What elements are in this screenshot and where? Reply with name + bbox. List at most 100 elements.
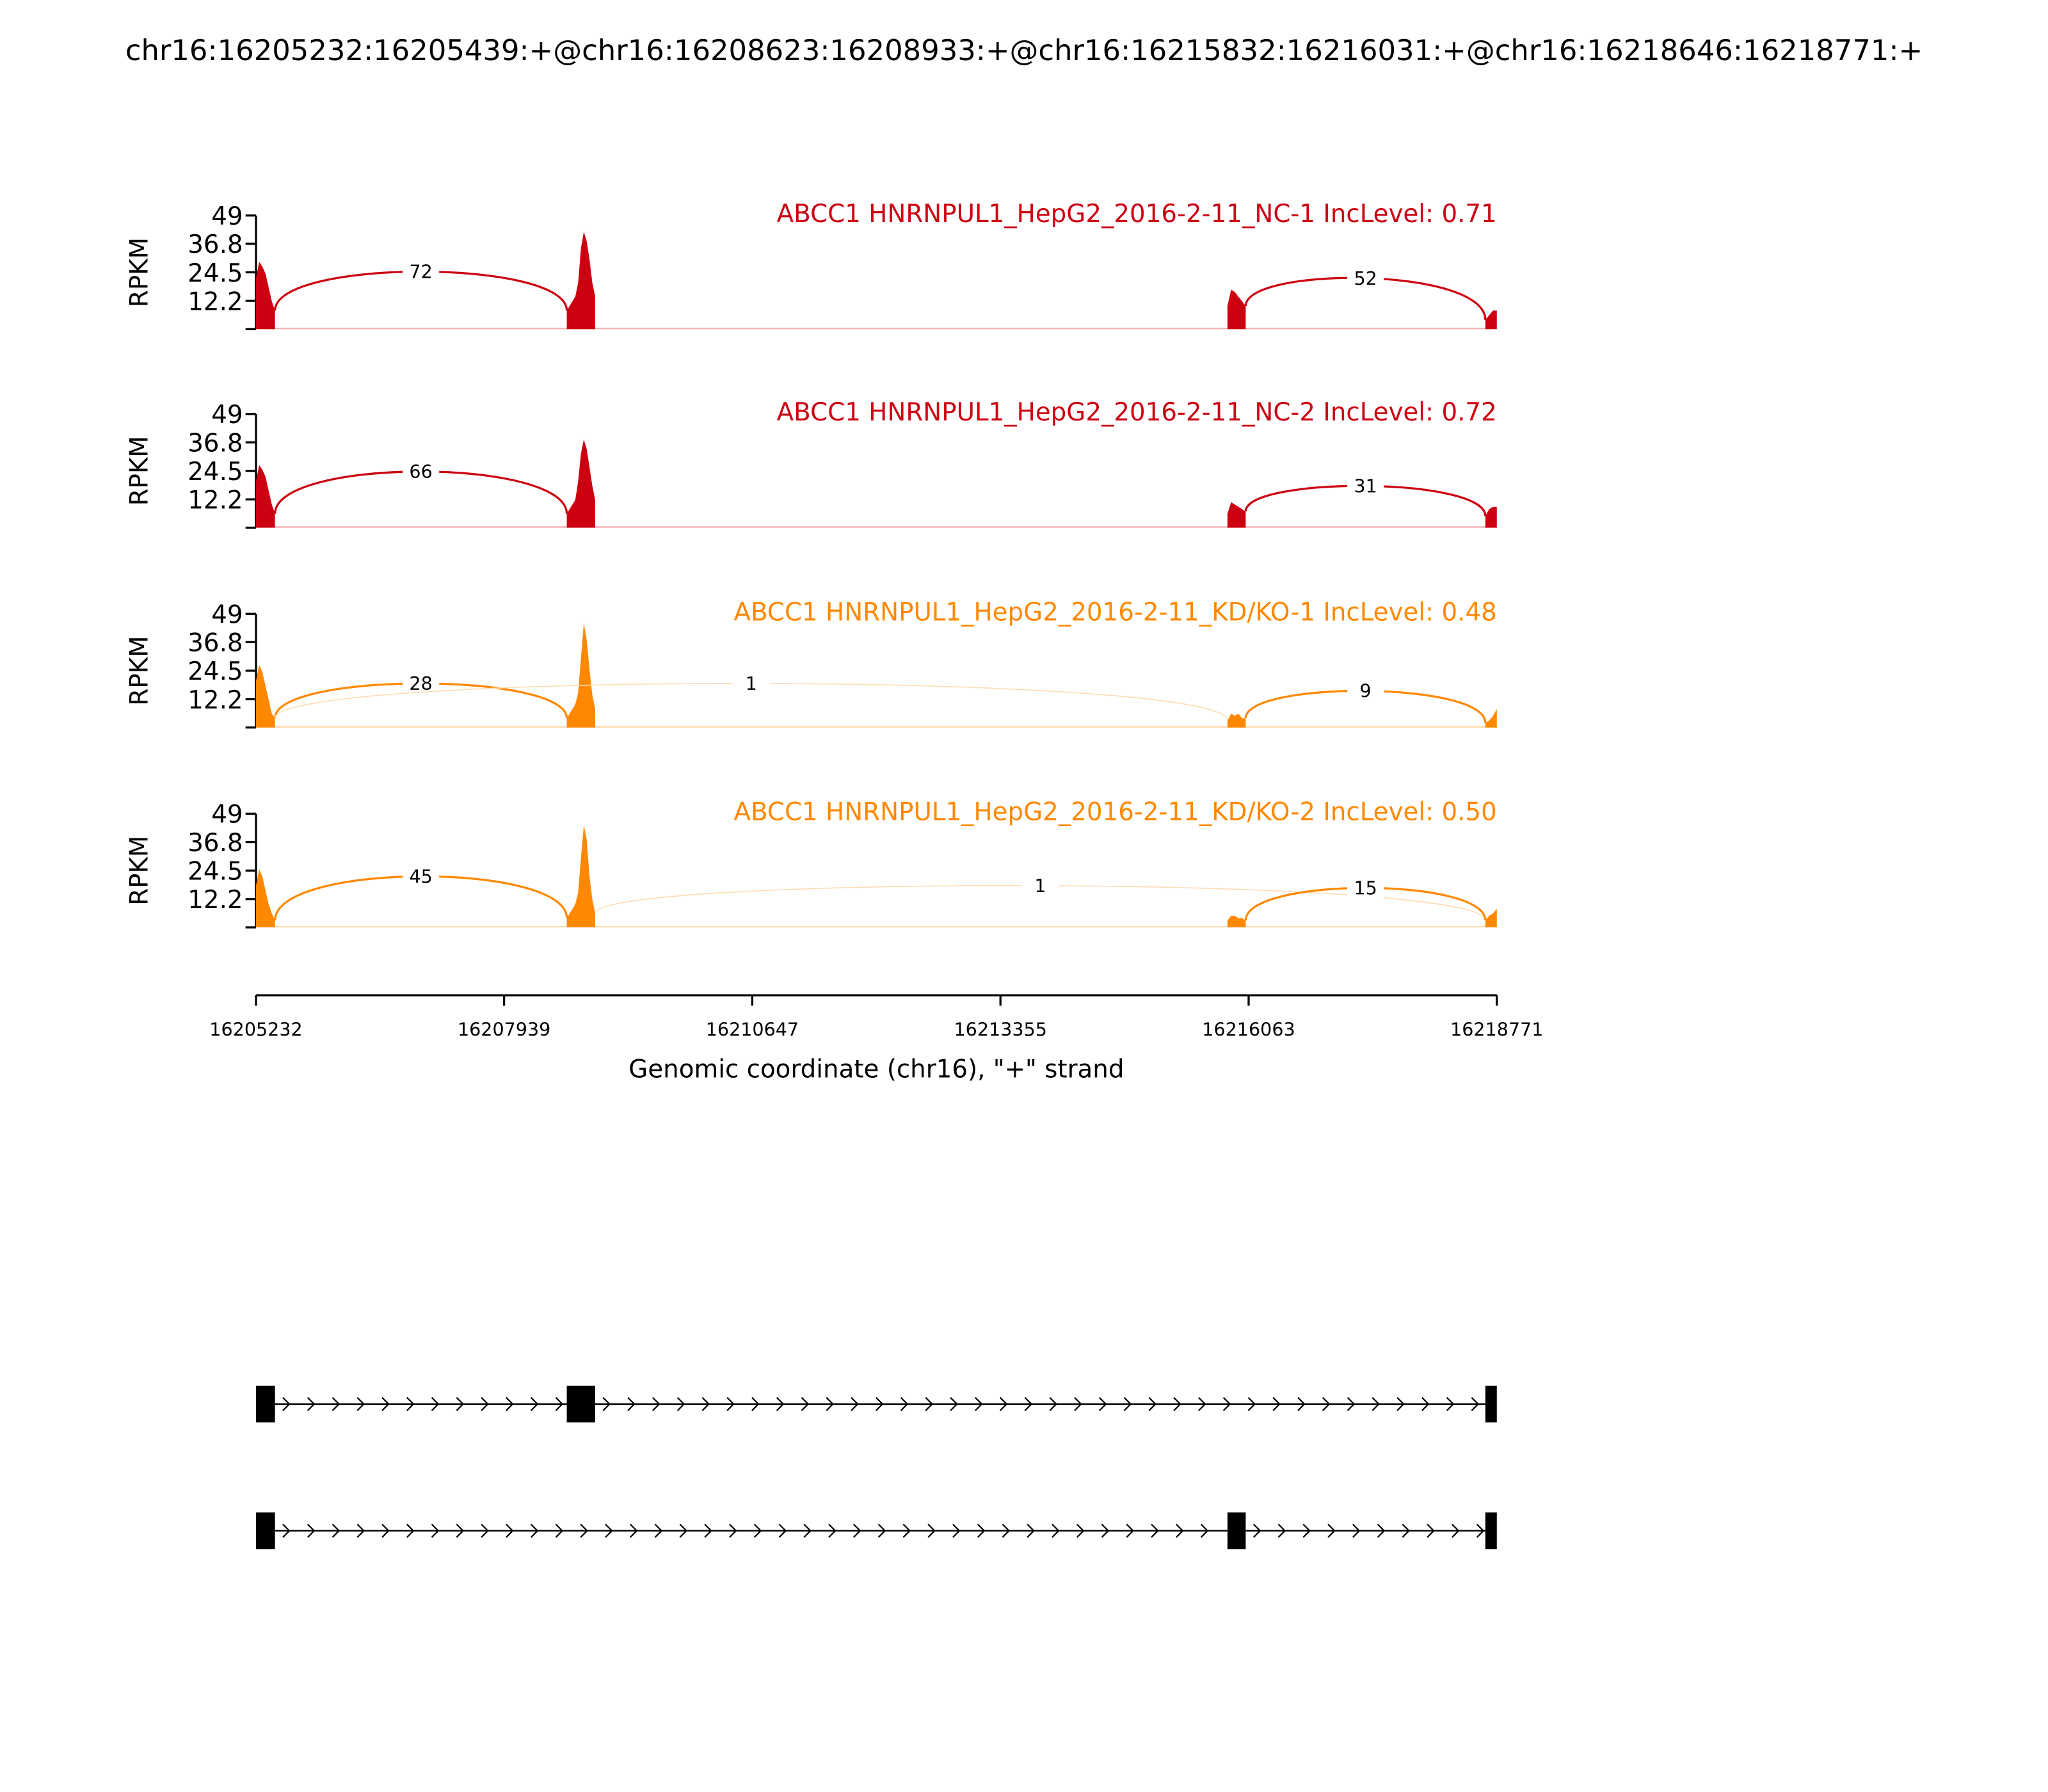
strand-arrow-icon	[431, 1396, 440, 1411]
strand-arrow-icon	[701, 1396, 710, 1411]
junction-label-bg	[403, 460, 440, 484]
coverage-area	[1485, 506, 1497, 528]
strand-arrow-icon	[729, 1523, 737, 1538]
gene-models	[256, 1386, 1497, 1549]
strand-arrow-icon	[1372, 1396, 1380, 1411]
y-tick-label: 12.2	[188, 886, 243, 915]
strand-arrow-icon	[1297, 1396, 1306, 1411]
y-tick-label: 36.8	[188, 629, 243, 658]
sample-label: ABCC1 HNRNPUL1_HepG2_2016-2-11_NC-2 IncL…	[777, 398, 1497, 427]
strand-arrow-icon	[1076, 1523, 1085, 1538]
y-tick-label: 24.5	[188, 259, 243, 288]
exon-block	[566, 1386, 595, 1423]
strand-arrow-icon	[356, 1396, 365, 1411]
strand-arrow-icon	[1074, 1396, 1082, 1411]
y-axis-label: RPKM	[125, 636, 154, 705]
strand-arrow-icon	[652, 1396, 660, 1411]
strand-arrow-icon	[1446, 1396, 1455, 1411]
exon-block	[1485, 1512, 1497, 1549]
isoform-track	[256, 1512, 1497, 1549]
strand-arrow-icon	[1176, 1523, 1184, 1538]
junction-count: 9	[1360, 680, 1372, 702]
x-tick-label: 16205232	[209, 1018, 302, 1040]
strand-arrow-icon	[1101, 1523, 1110, 1538]
y-tick-label: 24.5	[188, 458, 243, 486]
coverage-area	[1485, 908, 1497, 927]
strand-arrow-icon	[530, 1523, 539, 1538]
coverage-area	[1485, 310, 1497, 330]
strand-arrow-icon	[1322, 1396, 1331, 1411]
strand-arrow-icon	[726, 1396, 735, 1411]
y-axis-label: RPKM	[125, 836, 154, 906]
junction-count: 1	[1034, 875, 1046, 897]
strand-arrow-icon	[629, 1523, 638, 1538]
strand-arrow-icon	[679, 1523, 688, 1538]
y-tick-label: 36.8	[188, 829, 243, 858]
strand-arrow-icon	[1252, 1523, 1261, 1538]
coverage-area	[566, 232, 595, 330]
strand-arrow-icon	[381, 1523, 390, 1538]
coverage-area	[566, 623, 595, 728]
strand-arrow-icon	[1327, 1523, 1336, 1538]
junction-count: 66	[409, 461, 432, 483]
junction-count: 15	[1354, 877, 1377, 899]
junction-count: 1	[746, 673, 757, 694]
coverage-area	[256, 664, 275, 728]
coverage-area	[256, 262, 275, 330]
coverage-area	[1227, 289, 1246, 330]
coverage-area	[1227, 915, 1246, 927]
junction-label-bg	[1347, 679, 1384, 703]
x-tick-label: 16207939	[458, 1018, 550, 1040]
coverage-area	[1227, 713, 1246, 728]
strand-arrow-icon	[877, 1523, 886, 1538]
strand-arrow-icon	[751, 1396, 760, 1411]
strand-arrow-icon	[580, 1523, 588, 1538]
strand-arrow-icon	[826, 1396, 834, 1411]
y-tick-label: 12.2	[188, 287, 243, 316]
strand-arrow-icon	[555, 1523, 564, 1538]
strand-arrow-icon	[828, 1523, 836, 1538]
chart-title: chr16:16205232:16205439:+@chr16:16208623…	[125, 33, 1923, 67]
junction-label-bg	[1021, 874, 1059, 898]
y-tick-label: 24.5	[188, 857, 243, 886]
y-tick-label: 49	[211, 202, 243, 231]
strand-arrow-icon	[282, 1396, 291, 1411]
strand-arrow-icon	[1352, 1523, 1361, 1538]
y-tick-label: 36.8	[188, 230, 243, 259]
strand-arrow-icon	[975, 1396, 983, 1411]
junction-label-bg	[1347, 876, 1384, 900]
strand-arrow-icon	[1421, 1396, 1430, 1411]
y-tick-label: 36.8	[188, 429, 243, 458]
strand-arrow-icon	[778, 1523, 787, 1538]
strand-arrow-icon	[1452, 1523, 1460, 1538]
strand-arrow-icon	[654, 1523, 663, 1538]
strand-arrow-icon	[803, 1523, 812, 1538]
y-axis-label: RPKM	[125, 436, 154, 506]
coverage-area	[256, 869, 275, 927]
coverage-area	[566, 439, 595, 528]
exon-block	[1485, 1386, 1497, 1423]
coverage-area	[1485, 708, 1497, 728]
coverage-area	[566, 825, 595, 927]
strand-arrow-icon	[851, 1396, 859, 1411]
strand-arrow-icon	[902, 1523, 911, 1538]
strand-arrow-icon	[332, 1396, 340, 1411]
y-tick-label: 24.5	[188, 657, 243, 686]
coverage-area	[256, 465, 275, 528]
x-tick-label: 16218771	[1450, 1018, 1543, 1040]
exon-block	[256, 1386, 275, 1423]
strand-arrow-icon	[1126, 1523, 1135, 1538]
strand-arrow-icon	[1347, 1396, 1356, 1411]
strand-arrow-icon	[1471, 1396, 1480, 1411]
strand-arrow-icon	[1148, 1396, 1157, 1411]
strand-arrow-icon	[1027, 1523, 1035, 1538]
strand-arrow-icon	[801, 1396, 810, 1411]
strand-arrow-icon	[1052, 1523, 1060, 1538]
strand-arrow-icon	[530, 1396, 539, 1411]
strand-arrow-icon	[852, 1523, 861, 1538]
junction-label-bg	[1347, 474, 1384, 498]
strand-arrow-icon	[431, 1523, 440, 1538]
